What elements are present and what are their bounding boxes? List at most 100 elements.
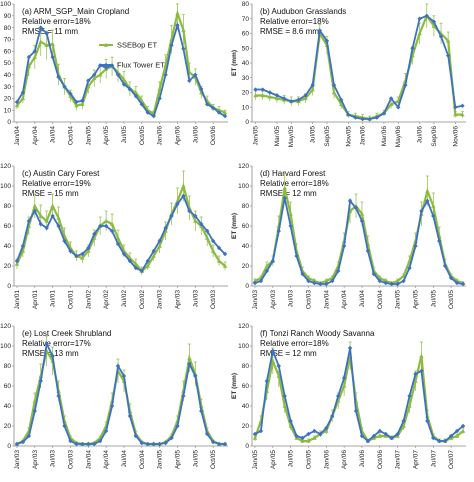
flux-point: [163, 72, 168, 77]
flux-point: [216, 441, 222, 447]
y-tick-label: 0: [245, 443, 249, 450]
x-tick-label: Oct/03: [305, 290, 312, 310]
x-tick-label: Jul/05: [121, 126, 128, 144]
flux-point: [20, 243, 26, 249]
flux-point: [353, 408, 359, 414]
flux-point: [68, 91, 73, 96]
y-tick-label: 120: [0, 323, 11, 330]
ssebop-point: [425, 188, 430, 193]
flux-point: [222, 441, 228, 447]
y-tick-label: 80: [242, 1, 250, 8]
flux-point: [300, 435, 305, 441]
flux-point: [274, 93, 280, 98]
y-tick-label: 80: [4, 25, 12, 32]
ssebop-point: [80, 255, 85, 260]
flux-point: [318, 431, 323, 437]
flux-point: [442, 438, 448, 444]
x-tick-label: Oct/01: [67, 290, 74, 310]
flux-point: [365, 438, 371, 444]
ssebop-point: [222, 263, 228, 268]
y-tick-label: 100: [0, 183, 11, 190]
flux-point: [216, 110, 222, 115]
x-tick-label: May/05: [288, 126, 295, 148]
y-tick-label: 40: [4, 403, 12, 410]
y-tick-label: 20: [242, 423, 250, 430]
flux-point: [44, 31, 49, 36]
legend-flux-marker: [103, 62, 109, 68]
x-tick-label: Jan/04: [14, 126, 21, 146]
flux-point: [210, 105, 216, 111]
flux-point: [199, 86, 204, 92]
x-tick-label: Jul/02: [121, 290, 128, 308]
x-tick-label: Apr/04: [341, 290, 348, 310]
flux-point: [50, 353, 55, 359]
flux-point: [335, 393, 341, 399]
x-tick-label: Jul/04: [359, 290, 366, 308]
x-tick-label: Oct/04: [377, 290, 384, 310]
y-tick-label: 0: [245, 283, 249, 290]
flux-point: [312, 280, 317, 286]
x-tick-label: Oct/05: [448, 290, 455, 310]
ssebop-series-line: [254, 187, 464, 285]
flux-point: [425, 418, 430, 424]
flux-point: [317, 28, 322, 33]
flux-point: [163, 440, 168, 446]
flux-point: [86, 441, 91, 447]
flux-point: [431, 19, 437, 24]
flux-point: [68, 438, 73, 444]
flux-point: [175, 201, 180, 207]
flux-point: [169, 435, 174, 441]
x-tick-label: Apr/05: [270, 450, 277, 470]
flux-point: [282, 195, 287, 201]
flux-point: [294, 253, 299, 259]
y-tick-label: 0: [7, 119, 11, 126]
panel-stat: Relative error=17%: [22, 339, 91, 348]
ssebop-point: [407, 403, 412, 408]
flux-point: [26, 54, 32, 60]
y-tick-label: 10: [4, 107, 12, 114]
y-tick-label: 20: [242, 263, 250, 270]
flux-point: [216, 245, 222, 251]
ssebop-point: [274, 96, 280, 101]
flux-point: [199, 221, 204, 227]
y-tick-label: 60: [242, 383, 250, 390]
x-tick-label: Jan/03: [252, 290, 259, 310]
ssebop-point: [460, 428, 466, 433]
ssebop-point: [193, 218, 198, 223]
x-tick-label: Jul/03: [192, 290, 199, 308]
x-tick-label: Nov/05: [345, 126, 352, 147]
ssebop-point: [282, 403, 287, 408]
y-tick-label: 10: [242, 104, 250, 111]
flux-point: [264, 378, 270, 384]
y-tick-label: 70: [242, 16, 250, 23]
ssebop-point: [419, 353, 424, 358]
x-tick-label: Apr/03: [174, 290, 181, 310]
flux-point: [181, 193, 186, 199]
flux-point: [175, 23, 180, 28]
flux-point: [193, 213, 198, 219]
ssebop-point: [56, 215, 61, 220]
flux-point: [460, 103, 465, 108]
x-tick-label: Jan/03: [157, 290, 164, 310]
y-tick-label: 30: [4, 84, 12, 91]
ssebop-point: [267, 94, 273, 99]
flux-point: [276, 363, 281, 369]
flux-point: [103, 223, 109, 229]
flux-series-line: [16, 194, 226, 273]
ssebop-point: [377, 433, 383, 438]
flux-point: [80, 441, 85, 447]
flux-point: [389, 281, 394, 287]
ssebop-point: [359, 211, 365, 216]
flux-series-line: [254, 197, 464, 285]
y-tick-label: 100: [0, 343, 11, 350]
panel-d: 0 20 40 60 80 100 120 ET (mm) Jan/03 Apr/03 Jul/03…: [231, 163, 466, 310]
flux-point: [445, 53, 451, 58]
ssebop-point: [260, 93, 265, 98]
flux-point: [44, 225, 49, 231]
flux-point: [151, 248, 156, 254]
flux-point: [109, 228, 115, 234]
x-tick-label: Apr/04: [32, 126, 39, 146]
y-tick-label: 20: [4, 423, 12, 430]
ssebop-point: [395, 278, 400, 283]
x-tick-label: Oct/06: [210, 126, 217, 146]
